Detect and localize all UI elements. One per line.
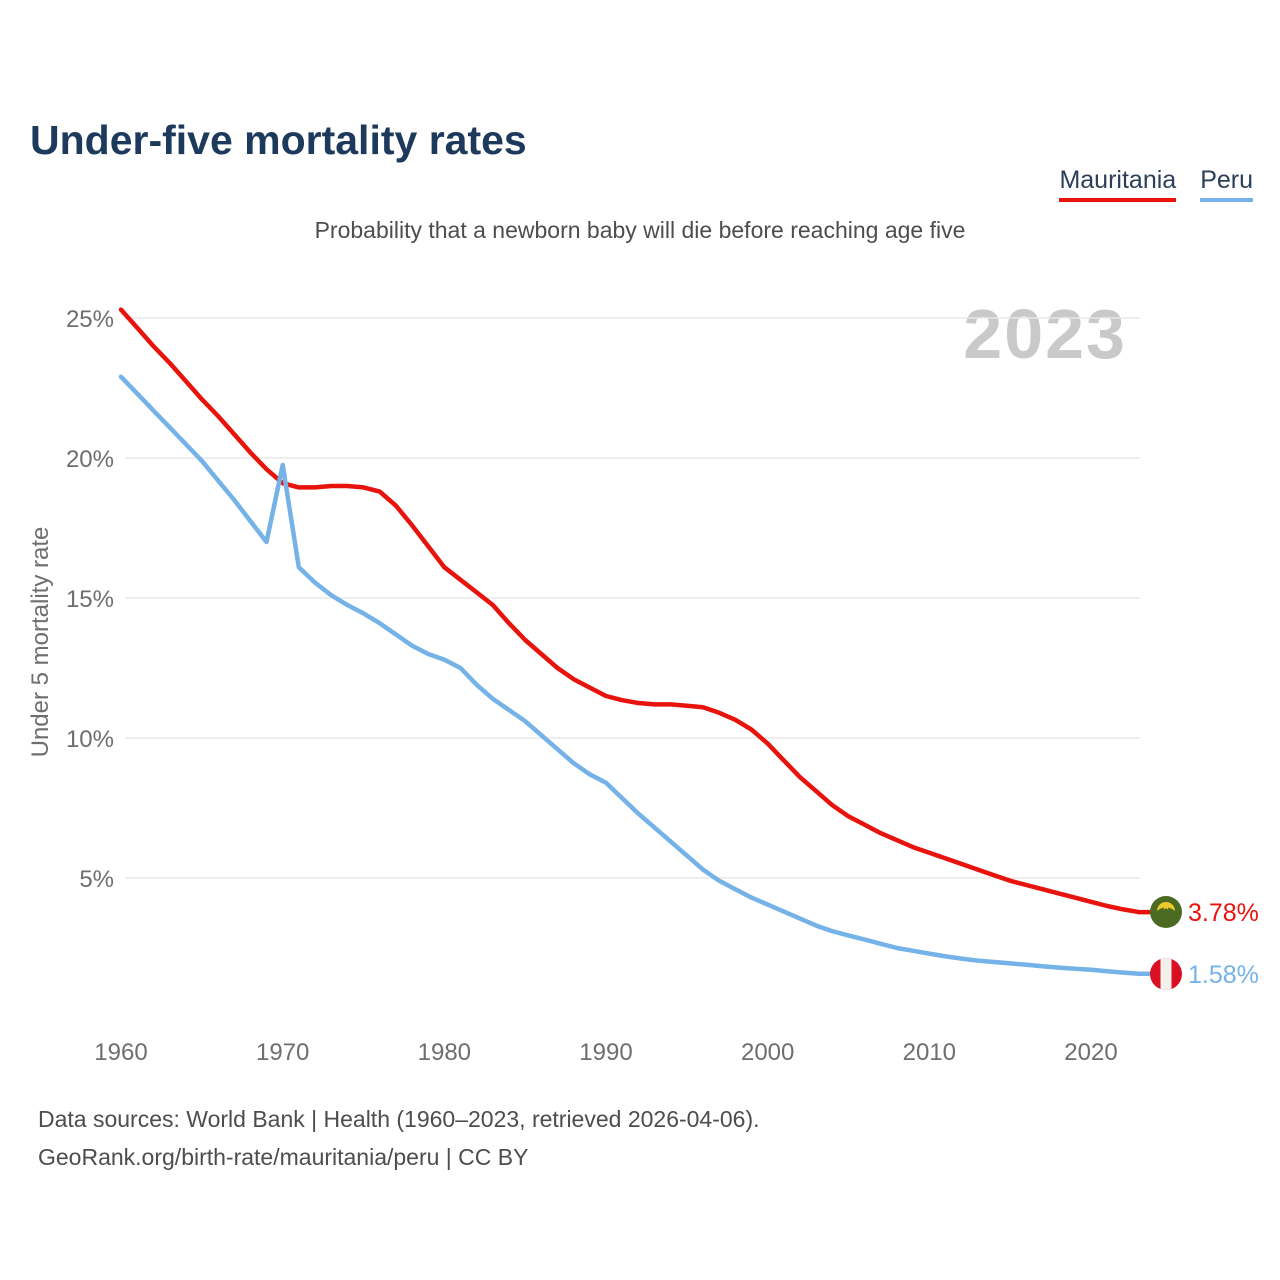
peru-end-value: 1.58% — [1188, 961, 1259, 989]
chart-subtitle: Probability that a newborn baby will die… — [314, 217, 966, 243]
legend-item-mauritania[interactable]: Mauritania — [1059, 166, 1177, 202]
footer-attribution-link[interactable]: GeoRank.org/birth-rate/mauritania/peru |… — [38, 1144, 529, 1170]
y-axis-label: Under 5 mortality rate — [27, 527, 54, 758]
y-tick-label: 10% — [66, 726, 114, 753]
x-tick-label: 2020 — [1064, 1039, 1117, 1066]
legend: Mauritania Peru — [1059, 166, 1253, 202]
x-tick-label: 1960 — [94, 1039, 147, 1066]
x-tick-label: 2000 — [741, 1039, 794, 1066]
y-tick-label: 5% — [79, 866, 114, 893]
mauritania-line[interactable] — [118, 307, 1142, 915]
footer: Data sources: World Bank | Health (1960–… — [38, 1100, 760, 1176]
x-tick-label: 1970 — [256, 1039, 309, 1066]
x-tick-label: 2010 — [903, 1039, 956, 1066]
footer-data-sources: Data sources: World Bank | Health (1960–… — [38, 1106, 760, 1132]
watermark-year: 2023 — [963, 295, 1127, 373]
peru-end-marker: 1.58% — [1150, 958, 1259, 990]
peru-line[interactable] — [118, 374, 1142, 977]
mauritania-end-marker: 3.78% — [1150, 896, 1259, 928]
y-tick-label: 20% — [66, 446, 114, 473]
y-tick-label: 15% — [66, 586, 114, 613]
grid-group: 5% 10% 15% 20% 25% 1960 1970 1980 1990 2000 2010 20… — [66, 306, 1140, 1066]
mauritania-end-value: 3.78% — [1188, 899, 1259, 927]
x-tick-label: 1980 — [418, 1039, 471, 1066]
series-group — [118, 307, 1152, 977]
peru-flag-icon — [1150, 958, 1182, 990]
x-tick-label: 1990 — [579, 1039, 632, 1066]
y-tick-label: 25% — [66, 306, 114, 333]
legend-item-peru[interactable]: Peru — [1200, 166, 1253, 202]
mauritania-flag-icon — [1150, 896, 1182, 928]
page-title: Under-five mortality rates — [30, 117, 527, 164]
